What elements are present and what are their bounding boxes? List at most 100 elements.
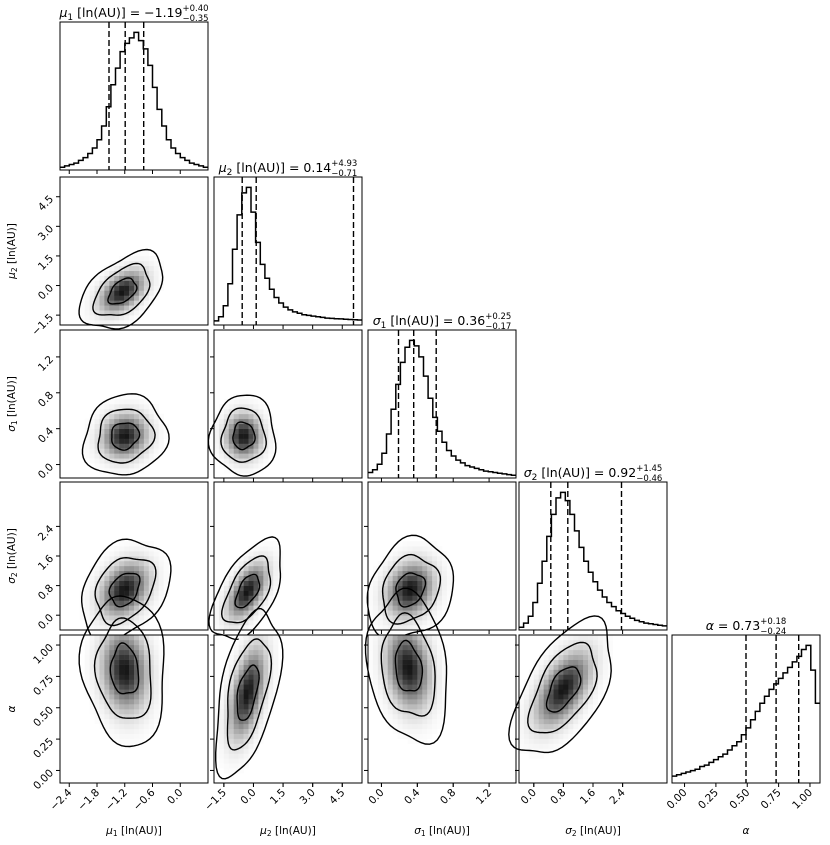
density-cell <box>143 684 150 690</box>
density-cell <box>263 709 269 715</box>
density-cell <box>89 585 95 591</box>
density-cell <box>412 551 418 557</box>
density-cell <box>94 320 100 326</box>
density-cell <box>143 699 150 705</box>
density-cell <box>258 438 264 444</box>
density-cell <box>158 580 164 586</box>
contour-level-39 <box>109 642 140 695</box>
density-cell <box>99 694 105 700</box>
contour-level-99 <box>78 248 164 330</box>
density-cell <box>114 448 120 454</box>
density-cell <box>233 733 239 739</box>
density-cell <box>548 669 554 675</box>
density-cell <box>422 664 428 670</box>
contour-level-39 <box>107 277 138 305</box>
density-cell <box>553 689 559 695</box>
density-cell <box>392 704 398 710</box>
density-cell <box>99 556 105 562</box>
contour-level-99 <box>207 394 277 477</box>
density-cell <box>377 654 384 660</box>
density-cell <box>153 260 159 267</box>
density-cell <box>233 423 239 429</box>
density-cell <box>238 463 244 469</box>
density-cell <box>387 718 393 725</box>
density-cell <box>114 290 120 296</box>
density-cell <box>372 644 379 651</box>
contour-level-39 <box>395 572 427 608</box>
density-cell <box>533 743 540 749</box>
density-cell <box>402 718 408 725</box>
density-cell <box>84 290 90 296</box>
density-cell <box>573 669 579 675</box>
density-cell <box>223 704 230 710</box>
density-cell <box>268 679 274 685</box>
density-cell <box>432 718 438 725</box>
density-cell <box>153 664 159 670</box>
density-cell <box>543 694 549 700</box>
density-cell <box>223 733 230 739</box>
density-cell <box>382 595 389 601</box>
density-cell <box>432 560 438 567</box>
density-cell <box>94 644 100 651</box>
density-cell <box>412 713 418 720</box>
density-cell <box>392 723 398 730</box>
density-cell <box>89 709 95 715</box>
density-cell <box>119 565 125 572</box>
density-cell <box>387 649 393 656</box>
density-cell <box>114 310 120 316</box>
density-cell <box>134 418 140 425</box>
density-cell <box>558 654 564 660</box>
density-cell <box>114 413 120 420</box>
density-cell <box>248 605 254 611</box>
density-cell <box>263 448 269 454</box>
density-cell <box>233 674 239 680</box>
density-cell <box>99 664 105 670</box>
density-cell <box>84 644 90 651</box>
density-cell <box>258 551 264 557</box>
density-cell <box>143 260 150 267</box>
density-cell <box>218 758 225 764</box>
density-cell <box>238 560 244 567</box>
density-cell <box>228 463 235 469</box>
density-cell <box>233 404 239 410</box>
y-axis-label: μ2 [ln(AU)] <box>6 223 19 280</box>
density-cell <box>223 689 230 695</box>
density-cell <box>218 709 225 715</box>
density-cell <box>392 674 398 680</box>
density-cell <box>114 423 120 429</box>
density-cell <box>233 448 239 454</box>
density-cell <box>273 679 279 685</box>
density-cell <box>228 428 235 434</box>
density-cell <box>84 639 90 646</box>
density-cell <box>412 556 418 562</box>
density-cell <box>258 635 264 641</box>
contour-level-39 <box>111 422 141 451</box>
density-cell <box>422 595 428 601</box>
density-cell <box>104 659 110 665</box>
density-cell <box>153 290 159 296</box>
density-cell <box>273 654 279 660</box>
contour-level-99 <box>208 536 282 641</box>
density-cell <box>99 659 105 665</box>
density-cell <box>158 654 164 660</box>
density-cell <box>134 453 140 459</box>
density-cell <box>89 610 95 616</box>
density-cell <box>129 404 135 410</box>
density-cell <box>422 556 428 562</box>
density-cell <box>138 433 145 439</box>
density-cell <box>523 733 530 739</box>
density-cell <box>442 659 448 665</box>
density-cell <box>214 713 220 720</box>
density-cell <box>104 718 110 725</box>
density-cell <box>138 310 145 316</box>
density-cell <box>214 709 220 715</box>
density-cell <box>153 433 159 439</box>
density-cell <box>134 458 140 464</box>
density-cell <box>588 679 594 685</box>
density-cell <box>94 639 100 646</box>
density-cell <box>588 654 594 660</box>
density-cell <box>446 560 453 567</box>
density-cell <box>263 649 269 656</box>
density-cell <box>258 433 264 439</box>
density-cell <box>573 709 579 715</box>
